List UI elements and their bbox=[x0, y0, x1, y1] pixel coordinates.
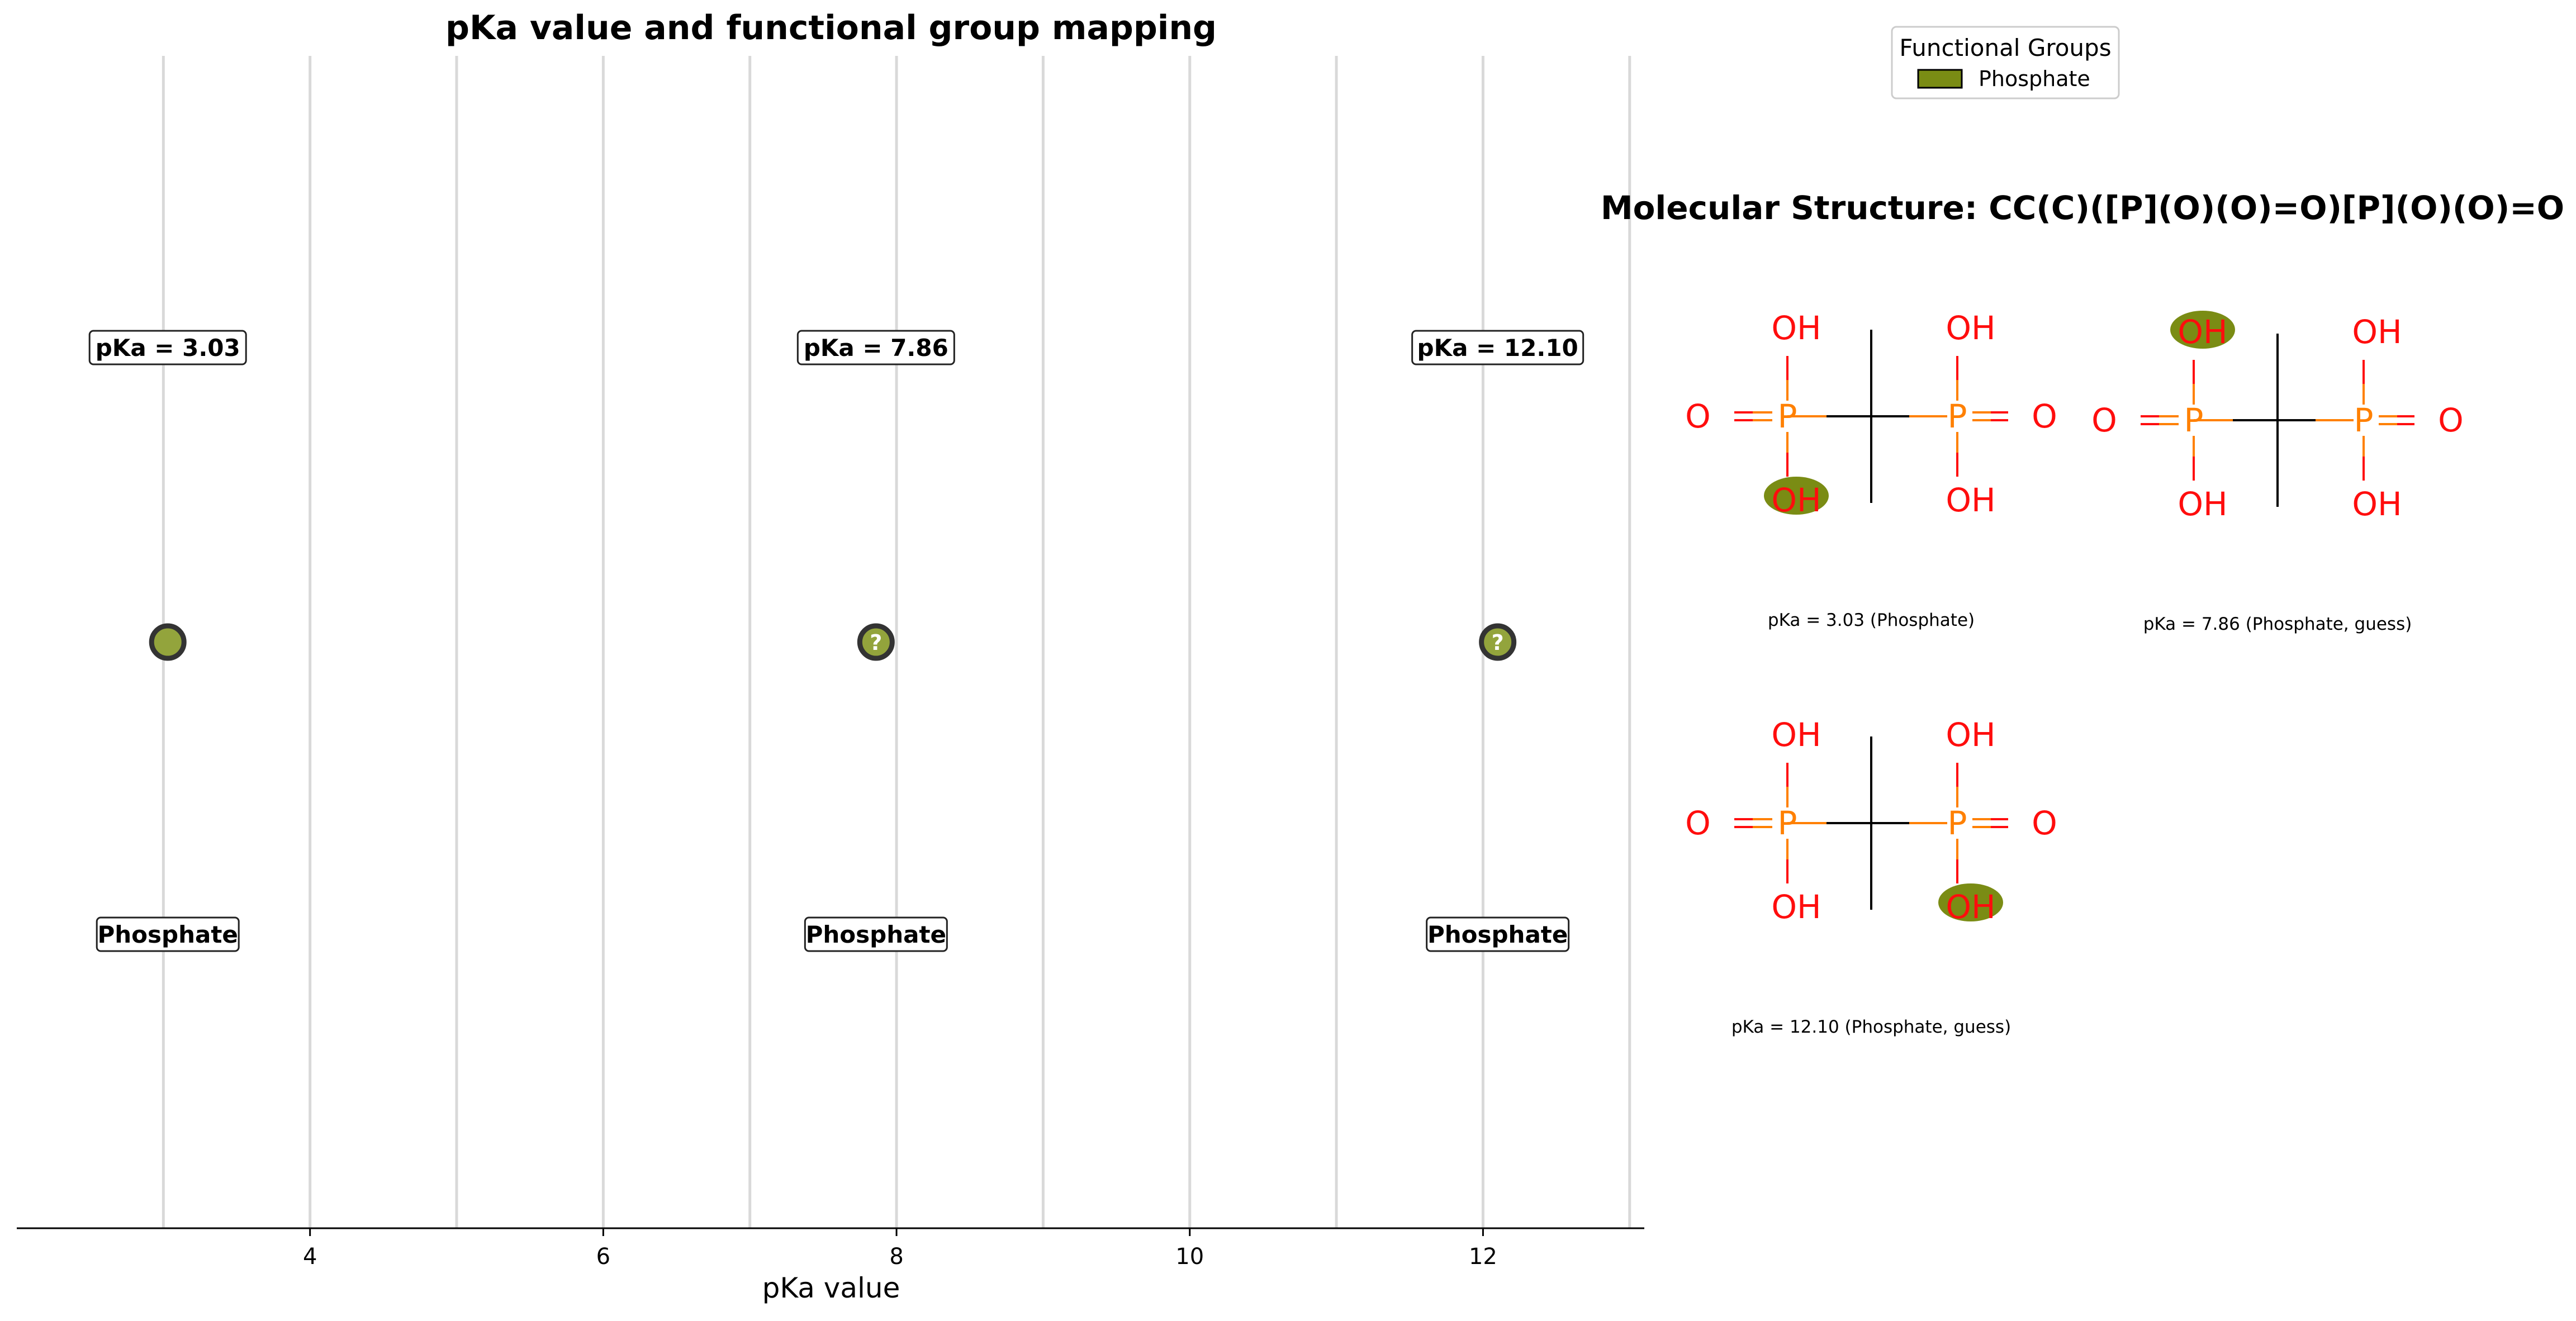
pka-chart: pKa value and functional group mapping 4… bbox=[17, 8, 1644, 1304]
atom-p: P bbox=[1948, 804, 1967, 842]
pka-point-1: pKa = 3.03 Phosphate bbox=[88, 330, 247, 952]
guess-mark: ? bbox=[1492, 630, 1504, 655]
atom-oh: OH bbox=[1946, 309, 1995, 347]
highlight-ellipse bbox=[1938, 883, 2003, 921]
atom-oh: OH bbox=[1946, 888, 1995, 926]
pka-value-label-box bbox=[88, 330, 247, 365]
pka-point-3: pKa = 12.10? Phosphate bbox=[1411, 330, 1584, 952]
structure-panel: Molecular Structure: CC(C)([P](O)(O)=O)[… bbox=[1601, 189, 2564, 1037]
functional-group-label: Phosphate bbox=[1427, 921, 1568, 948]
structure-title: Molecular Structure: CC(C)([P](O)(O)=O)[… bbox=[1601, 189, 2564, 227]
x-tick-label: 12 bbox=[1469, 1244, 1497, 1270]
atom-oh: OH bbox=[1771, 888, 1821, 926]
highlight-ellipse bbox=[2170, 311, 2235, 349]
atom-oh: OH bbox=[2177, 485, 2227, 523]
atom-p: P bbox=[1778, 397, 1797, 435]
pka-marker bbox=[149, 623, 187, 661]
atom-oh: OH bbox=[1946, 716, 1995, 754]
x-axis-ticks: 4 6 8 10 12 bbox=[303, 1228, 1497, 1270]
functional-group-label-box bbox=[1426, 916, 1570, 952]
molecule-caption: pKa = 3.03 (Phosphate) bbox=[1768, 610, 1975, 630]
grid-lines bbox=[162, 56, 1631, 1228]
x-tick-label: 4 bbox=[303, 1244, 317, 1270]
chart-title: pKa value and functional group mapping bbox=[445, 8, 1217, 47]
x-tick-label: 10 bbox=[1175, 1244, 1204, 1270]
guess-mark: ? bbox=[870, 630, 882, 655]
atom-oh: OH bbox=[2177, 313, 2227, 351]
atom-p: P bbox=[1778, 804, 1797, 842]
pka-value-label: pKa = 3.03 bbox=[96, 334, 240, 362]
functional-group-label-box bbox=[96, 916, 240, 952]
pka-value-label: pKa = 12.10 bbox=[1417, 334, 1578, 362]
molecule-caption: pKa = 12.10 (Phosphate, guess) bbox=[1731, 1017, 2011, 1037]
pka-value-label: pKa = 7.86 bbox=[804, 334, 948, 362]
functional-group-label: Phosphate bbox=[806, 921, 946, 948]
pka-value-label-box bbox=[1411, 330, 1584, 365]
atom-o: O bbox=[1685, 804, 1711, 842]
atom-p: P bbox=[1948, 397, 1967, 435]
x-tick-label: 8 bbox=[889, 1244, 903, 1270]
legend-entry-phosphate: Phosphate bbox=[1979, 66, 2090, 91]
atom-o: O bbox=[1685, 397, 1711, 435]
legend: Functional Groups Phosphate bbox=[1891, 26, 2120, 99]
legend-swatch-phosphate bbox=[1917, 69, 1963, 89]
pka-marker bbox=[1479, 623, 1517, 661]
atom-p: P bbox=[2184, 401, 2204, 439]
legend-title: Functional Groups bbox=[1899, 34, 2111, 61]
atom-oh: OH bbox=[1946, 481, 1995, 519]
atom-oh: OH bbox=[1771, 309, 1821, 347]
atom-oh: OH bbox=[1771, 481, 1821, 519]
atom-oh: OH bbox=[2352, 485, 2402, 523]
pka-point-2: pKa = 7.86? Phosphate bbox=[796, 330, 955, 952]
highlight-ellipse bbox=[1764, 477, 1829, 515]
atom-p: P bbox=[2354, 401, 2374, 439]
pka-marker bbox=[857, 623, 895, 661]
atom-o: O bbox=[2438, 401, 2464, 439]
atom-oh: OH bbox=[2352, 313, 2402, 351]
atom-o: O bbox=[2032, 804, 2057, 842]
functional-group-label: Phosphate bbox=[98, 921, 238, 948]
atom-o: O bbox=[2032, 397, 2057, 435]
atom-oh: OH bbox=[1771, 716, 1821, 754]
molecule-caption: pKa = 7.86 (Phosphate, guess) bbox=[2143, 614, 2412, 634]
x-axis-label: pKa value bbox=[762, 1272, 900, 1304]
atom-o: O bbox=[2091, 401, 2117, 439]
pka-value-label-box bbox=[796, 330, 955, 365]
x-tick-label: 6 bbox=[596, 1244, 610, 1270]
functional-group-label-box bbox=[804, 916, 948, 952]
